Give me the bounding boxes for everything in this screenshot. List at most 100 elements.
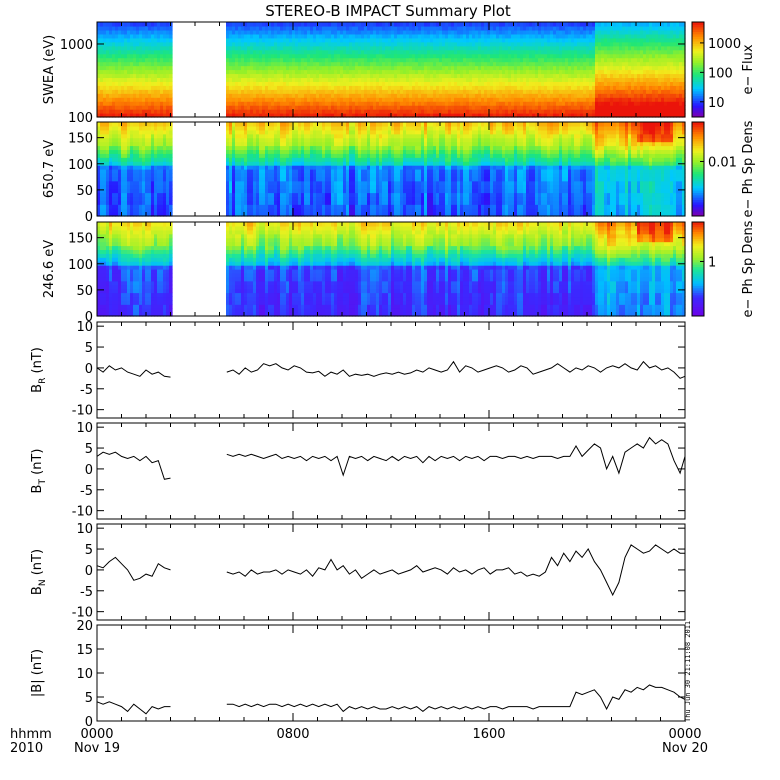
spectrogram-cell <box>475 37 479 43</box>
spectrogram-cell <box>235 29 239 35</box>
spectrogram-cell <box>499 45 503 51</box>
spectrogram-cell <box>553 113 557 118</box>
spectrogram-cell <box>502 113 506 118</box>
spectrogram-cell <box>316 25 320 31</box>
spectrogram-cell <box>298 37 302 43</box>
spectrogram-cell <box>541 93 545 98</box>
spectrogram-cell <box>226 153 230 158</box>
spectrogram-cell <box>565 53 569 59</box>
spectrogram-cell <box>109 65 113 71</box>
spectrogram-cell <box>382 45 386 51</box>
spectrogram-cell <box>598 45 602 51</box>
spectrogram-cell <box>481 41 485 47</box>
spectrogram-cell <box>496 69 500 75</box>
spectrogram-cell <box>556 29 560 35</box>
spectrogram-cell <box>406 97 410 102</box>
spectrogram-cell <box>316 45 320 51</box>
spectrogram-cell <box>547 53 551 59</box>
spectrogram-cell <box>409 85 413 90</box>
spectrogram-cell <box>283 37 287 43</box>
spectrogram-cell <box>340 25 344 31</box>
spectrogram-cell <box>226 105 230 110</box>
spectrogram-cell <box>613 109 617 114</box>
spectrogram-cell <box>640 85 644 90</box>
spectrogram-cell <box>100 77 104 82</box>
spectrogram-cell <box>253 41 257 47</box>
spectrogram-cell <box>409 25 413 31</box>
spectrogram-cell <box>493 97 497 102</box>
spectrogram-cell <box>121 153 125 158</box>
spectrogram-cell <box>529 77 533 82</box>
spectrogram-cell <box>523 29 527 35</box>
spectrogram-cell <box>103 176 107 182</box>
spectrogram-cell <box>511 113 515 118</box>
spectrogram-cell <box>457 89 461 94</box>
spectrogram-cell <box>322 53 326 59</box>
spectrogram-cell <box>151 65 155 71</box>
spectrogram-cell <box>682 85 686 90</box>
spectrogram-cell <box>364 37 368 43</box>
spectrogram-cell <box>121 157 125 162</box>
spectrogram-cell <box>457 37 461 43</box>
spectrogram-cell <box>238 33 242 39</box>
spectrogram-cell <box>253 89 257 94</box>
spectrogram-cell <box>412 49 416 55</box>
spectrogram-cell <box>277 77 281 82</box>
spectrogram-cell <box>157 180 161 186</box>
spectrogram-cell <box>268 105 272 110</box>
spectrogram-cell <box>154 41 158 47</box>
spectrogram-cell <box>139 184 143 190</box>
spectrogram-cell <box>298 105 302 110</box>
spectrogram-cell <box>583 101 587 106</box>
spectrogram-cell <box>472 81 476 86</box>
spectrogram-cell <box>97 109 101 114</box>
spectrogram-cell <box>394 85 398 90</box>
spectrogram-cell <box>151 196 155 201</box>
spectrogram-cell <box>148 85 152 90</box>
spectrogram-cell <box>124 122 128 127</box>
spectrogram-cell <box>97 122 101 127</box>
spectrogram-cell <box>313 45 317 51</box>
spectrogram-cell <box>517 29 521 35</box>
spectrogram-cell <box>442 57 446 63</box>
spectrogram-cell <box>142 109 146 114</box>
spectrogram-cell <box>238 25 242 31</box>
spectrogram-cell <box>241 113 245 118</box>
spectrogram-cell <box>676 61 680 67</box>
spectrogram-cell <box>451 41 455 47</box>
spectrogram-cell <box>169 184 173 190</box>
spectrogram-cell <box>166 97 170 102</box>
spectrogram-cell <box>289 29 293 35</box>
spectrogram-cell <box>568 45 572 51</box>
spectrogram-cell <box>292 37 296 43</box>
spectrogram-cell <box>526 33 530 39</box>
spectrogram-cell <box>493 29 497 35</box>
spectrogram-cell <box>448 113 452 118</box>
spectrogram-cell <box>403 81 407 86</box>
spectrogram-cell <box>361 89 365 94</box>
spectrogram-cell <box>637 53 641 59</box>
spectrogram-cell <box>469 61 473 67</box>
spectrogram-cell <box>484 33 488 39</box>
spectrogram-cell <box>676 49 680 55</box>
spectrogram-cell <box>673 45 677 51</box>
spectrogram-cell <box>238 45 242 51</box>
spectrogram-cell <box>133 113 137 118</box>
spectrogram-cell <box>373 69 377 75</box>
spectrogram-cell <box>112 192 116 198</box>
spectrogram-cell <box>577 85 581 90</box>
spectrogram-cell <box>511 85 515 90</box>
spectrogram-cell <box>118 153 122 158</box>
spectrogram-cell <box>409 41 413 47</box>
spectrogram-cell <box>328 25 332 31</box>
spectrogram-cell <box>346 109 350 114</box>
spectrogram-cell <box>472 41 476 47</box>
spectrogram-cell <box>442 109 446 114</box>
spectrogram-cell <box>562 101 566 106</box>
spectrogram-cell <box>361 81 365 86</box>
spectrogram-cell <box>550 61 554 67</box>
spectrogram-cell <box>442 61 446 67</box>
spectrogram-cell <box>163 77 167 82</box>
spectrogram-cell <box>529 25 533 31</box>
spectrogram-cell <box>115 133 119 139</box>
